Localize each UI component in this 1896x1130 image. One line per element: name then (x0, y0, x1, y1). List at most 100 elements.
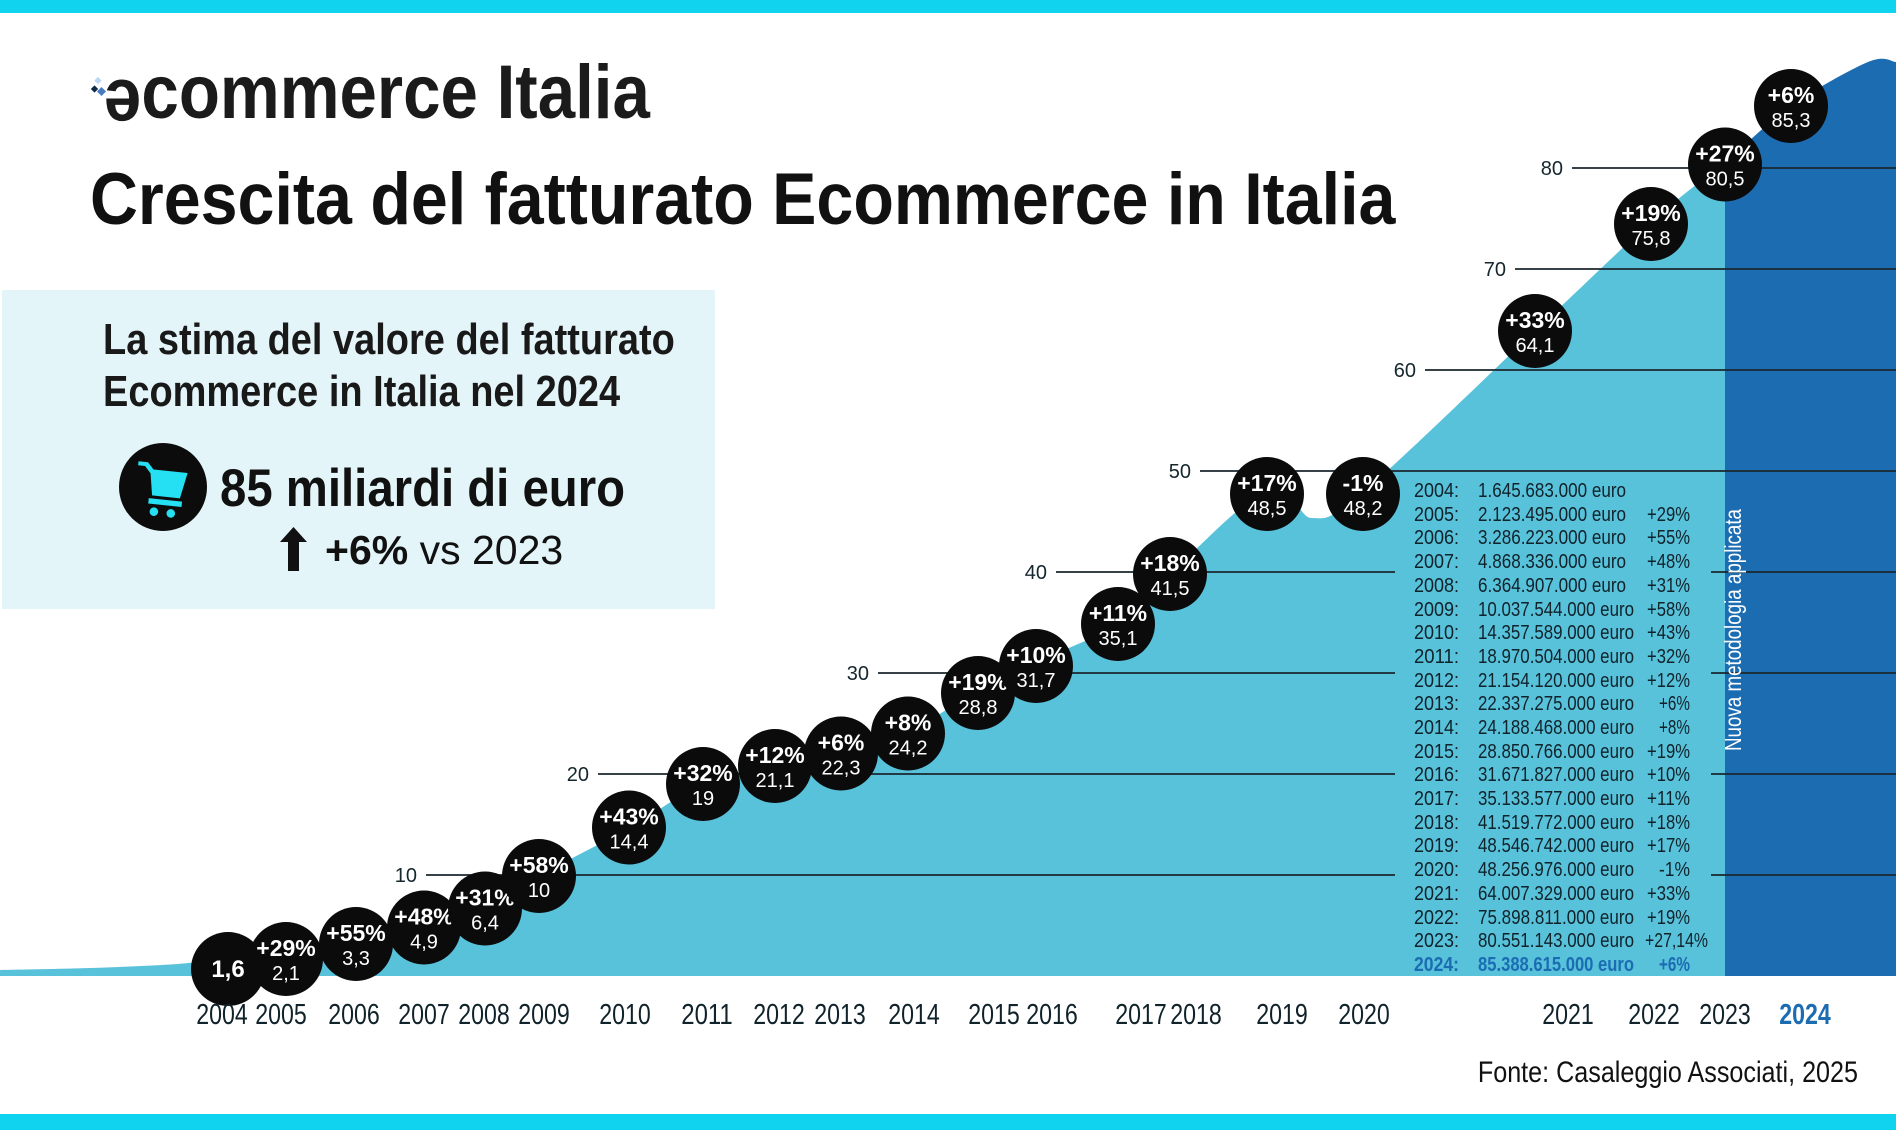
svg-text:2004: 2004 (196, 999, 248, 1031)
svg-text:21,1: 21,1 (756, 770, 795, 792)
svg-text:80,5: 80,5 (1706, 169, 1745, 191)
svg-text:2017: 2017 (1115, 999, 1167, 1031)
svg-text:2008: 2008 (458, 999, 510, 1031)
svg-text:+8%: +8% (1659, 716, 1690, 739)
svg-text:2020: 2020 (1338, 999, 1390, 1031)
svg-text:+6%: +6% (1659, 953, 1690, 976)
svg-text:+32%: +32% (673, 760, 732, 786)
svg-text:2014:: 2014: (1414, 716, 1459, 739)
svg-text:2015:: 2015: (1414, 740, 1459, 763)
svg-text:10.037.544.000 euro: 10.037.544.000 euro (1478, 598, 1634, 621)
svg-text:2019: 2019 (1256, 999, 1308, 1031)
svg-text:+18%: +18% (1140, 550, 1199, 576)
svg-text:2017:: 2017: (1414, 787, 1459, 810)
svg-text:-1%: -1% (1343, 470, 1384, 496)
svg-text:2021: 2021 (1542, 999, 1594, 1031)
svg-text:19: 19 (692, 788, 714, 810)
svg-text:2013: 2013 (814, 999, 866, 1031)
svg-text:+6%: +6% (1659, 692, 1690, 715)
svg-text:2021:: 2021: (1414, 882, 1459, 905)
svg-text:2005: 2005 (255, 999, 307, 1031)
svg-text:+12%: +12% (1647, 669, 1690, 692)
svg-text:80.551.143.000 euro: 80.551.143.000 euro (1478, 929, 1634, 952)
svg-text:21.154.120.000 euro: 21.154.120.000 euro (1478, 669, 1634, 692)
svg-text:14,4: 14,4 (610, 832, 649, 854)
svg-text:24.188.468.000 euro: 24.188.468.000 euro (1478, 716, 1634, 739)
svg-text:2011:: 2011: (1414, 645, 1459, 668)
svg-text:20: 20 (567, 764, 589, 786)
svg-text:+55%: +55% (326, 920, 385, 946)
svg-text:+18%: +18% (1647, 811, 1690, 834)
svg-text:2.123.495.000 euro: 2.123.495.000 euro (1478, 503, 1626, 526)
svg-text:+48%: +48% (394, 904, 453, 930)
svg-text:48,5: 48,5 (1248, 498, 1287, 520)
svg-text:2023: 2023 (1699, 999, 1751, 1031)
svg-text:2013:: 2013: (1414, 692, 1459, 715)
svg-text:1,6: 1,6 (211, 956, 244, 983)
svg-text:2011: 2011 (681, 999, 733, 1031)
svg-text:2015: 2015 (968, 999, 1020, 1031)
svg-text:2023:: 2023: (1414, 929, 1459, 952)
svg-text:-1%: -1% (1659, 858, 1690, 881)
svg-text:+43%: +43% (599, 804, 658, 830)
svg-text:Nuova metodologia applicata: Nuova metodologia applicata (1720, 509, 1746, 751)
svg-text:31.671.827.000 euro: 31.671.827.000 euro (1478, 763, 1634, 786)
svg-text:+12%: +12% (745, 742, 804, 768)
svg-text:80: 80 (1541, 158, 1563, 180)
svg-text:64,1: 64,1 (1516, 335, 1555, 357)
svg-text:2004:: 2004: (1414, 479, 1459, 502)
svg-text:64.007.329.000 euro: 64.007.329.000 euro (1478, 882, 1634, 905)
svg-text:+11%: +11% (1647, 787, 1690, 810)
svg-text:+27,14%: +27,14% (1645, 929, 1708, 952)
svg-text:2009: 2009 (518, 999, 570, 1031)
svg-text:41,5: 41,5 (1151, 578, 1190, 600)
svg-text:+58%: +58% (1647, 598, 1690, 621)
svg-text:2020:: 2020: (1414, 858, 1459, 881)
svg-text:+11%: +11% (1089, 600, 1147, 626)
svg-text:2022:: 2022: (1414, 906, 1459, 929)
svg-text:+29%: +29% (256, 935, 315, 961)
svg-text:+32%: +32% (1647, 645, 1690, 668)
svg-text:2008:: 2008: (1414, 574, 1459, 597)
svg-text:+10%: +10% (1006, 642, 1065, 668)
svg-text:28.850.766.000 euro: 28.850.766.000 euro (1478, 740, 1634, 763)
svg-text:2019:: 2019: (1414, 834, 1459, 857)
svg-text:+33%: +33% (1505, 307, 1564, 333)
svg-text:2024:: 2024: (1414, 953, 1459, 976)
svg-text:2022: 2022 (1628, 999, 1680, 1031)
svg-text:75,8: 75,8 (1632, 228, 1671, 250)
svg-text:2006:: 2006: (1414, 526, 1459, 549)
svg-text:+19%: +19% (1647, 740, 1690, 763)
svg-text:2018: 2018 (1170, 999, 1222, 1031)
svg-text:+55%: +55% (1647, 526, 1690, 549)
svg-text:70: 70 (1484, 259, 1506, 281)
svg-text:2016:: 2016: (1414, 763, 1459, 786)
svg-text:+27%: +27% (1695, 141, 1754, 167)
svg-text:+6%: +6% (818, 730, 865, 756)
svg-text:6.364.907.000 euro: 6.364.907.000 euro (1478, 574, 1626, 597)
svg-text:2,1: 2,1 (272, 963, 300, 985)
svg-text:+10%: +10% (1647, 763, 1690, 786)
svg-text:41.519.772.000 euro: 41.519.772.000 euro (1478, 811, 1634, 834)
svg-text:31,7: 31,7 (1017, 670, 1056, 692)
svg-text:30: 30 (847, 663, 869, 685)
svg-text:2012: 2012 (753, 999, 805, 1031)
svg-text:10: 10 (528, 880, 550, 902)
svg-text:+17%: +17% (1237, 470, 1296, 496)
svg-text:2005:: 2005: (1414, 503, 1459, 526)
svg-text:35,1: 35,1 (1099, 628, 1138, 650)
svg-text:14.357.589.000 euro: 14.357.589.000 euro (1478, 621, 1634, 644)
svg-text:2018:: 2018: (1414, 811, 1459, 834)
svg-text:10: 10 (395, 865, 417, 887)
svg-text:48.546.742.000 euro: 48.546.742.000 euro (1478, 834, 1634, 857)
svg-text:28,8: 28,8 (959, 697, 998, 719)
svg-text:24,2: 24,2 (889, 738, 928, 760)
svg-text:2014: 2014 (888, 999, 940, 1031)
svg-text:48,2: 48,2 (1344, 498, 1383, 520)
svg-text:+8%: +8% (885, 710, 932, 736)
svg-text:2006: 2006 (328, 999, 380, 1031)
svg-text:2009:: 2009: (1414, 598, 1459, 621)
svg-text:4.868.336.000 euro: 4.868.336.000 euro (1478, 550, 1626, 573)
svg-text:+48%: +48% (1647, 550, 1690, 573)
svg-text:+19%: +19% (948, 669, 1007, 695)
